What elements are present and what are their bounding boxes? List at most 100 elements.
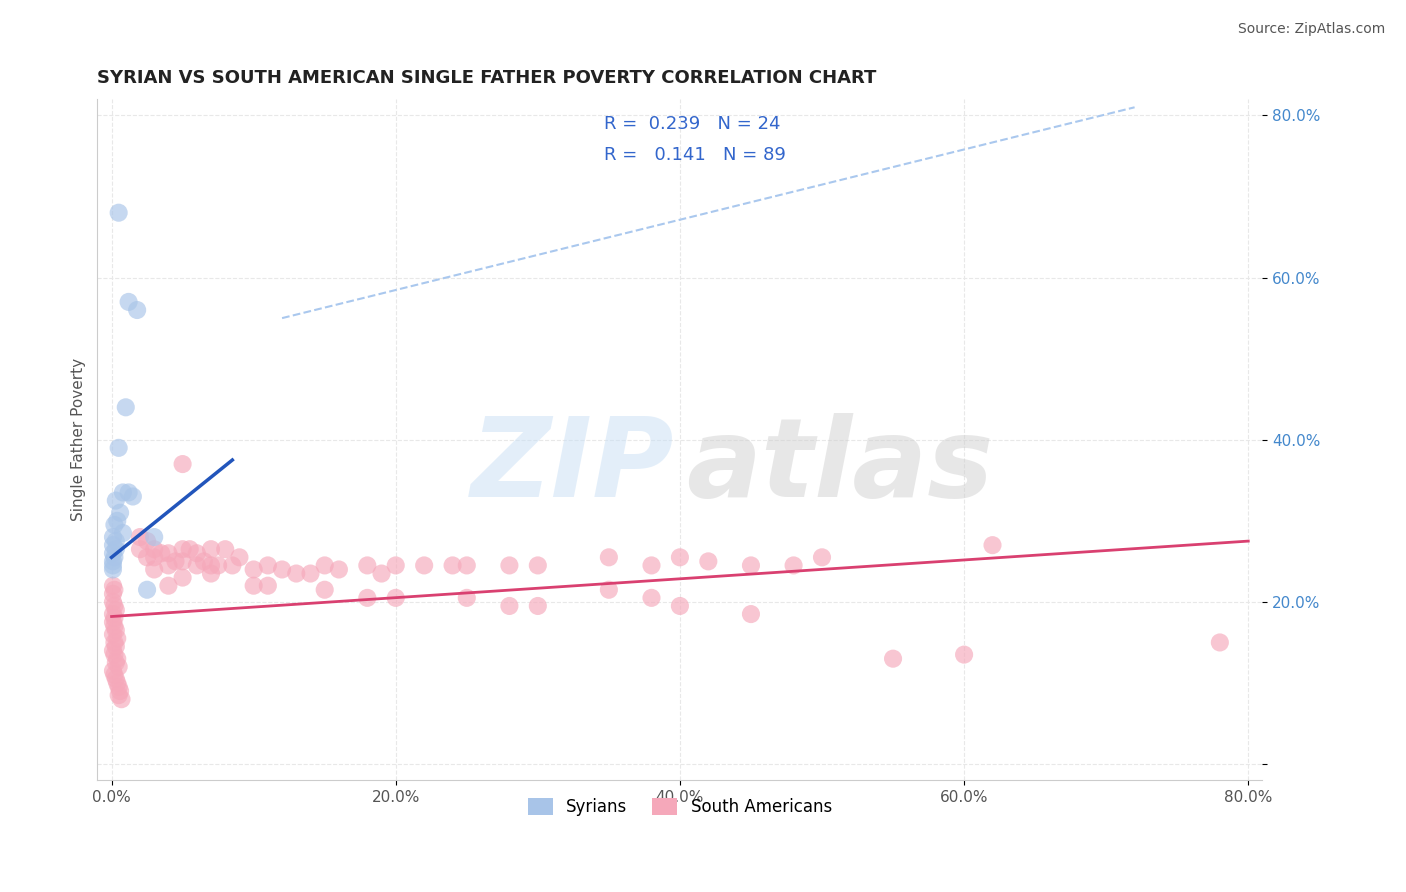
Point <box>129 530 152 544</box>
Point <box>370 566 392 581</box>
Point <box>456 591 478 605</box>
Point <box>981 538 1004 552</box>
Point <box>143 562 166 576</box>
Point <box>598 582 620 597</box>
Point <box>101 530 124 544</box>
Point <box>669 599 692 613</box>
Point <box>214 542 236 557</box>
Point <box>314 558 336 573</box>
Point <box>200 542 222 557</box>
Point <box>101 595 124 609</box>
Point <box>200 558 222 573</box>
Point <box>101 587 124 601</box>
Point <box>105 632 128 646</box>
Y-axis label: Single Father Poverty: Single Father Poverty <box>72 359 86 521</box>
Point <box>299 566 322 581</box>
Point <box>640 558 662 573</box>
Point <box>107 441 129 455</box>
Point <box>108 506 131 520</box>
Point <box>111 526 134 541</box>
Point <box>413 558 436 573</box>
Point <box>101 615 124 630</box>
Point <box>257 558 280 573</box>
Point <box>136 582 159 597</box>
Point <box>107 660 129 674</box>
Point <box>107 688 129 702</box>
Point <box>384 591 406 605</box>
Point <box>104 603 127 617</box>
Point <box>114 401 136 415</box>
Point <box>107 680 129 694</box>
Point <box>136 550 159 565</box>
Point <box>143 542 166 557</box>
Point <box>105 514 128 528</box>
Point <box>101 664 124 678</box>
Point <box>782 558 804 573</box>
Point <box>122 490 145 504</box>
Point <box>527 599 550 613</box>
Point <box>107 205 129 219</box>
Point <box>108 684 131 698</box>
Point <box>103 599 125 613</box>
Point <box>117 485 139 500</box>
Point <box>498 599 520 613</box>
Point <box>103 619 125 633</box>
Point <box>242 579 264 593</box>
Point <box>103 648 125 662</box>
Point <box>186 558 208 573</box>
Point <box>104 624 127 638</box>
Point <box>172 571 194 585</box>
Point <box>165 554 187 568</box>
Point <box>356 558 378 573</box>
Point <box>127 303 149 318</box>
Point <box>104 656 127 670</box>
Point <box>103 517 125 532</box>
Point <box>150 546 173 560</box>
Point <box>740 607 762 621</box>
Point <box>498 558 520 573</box>
Legend: Syrians, South Americans: Syrians, South Americans <box>522 791 838 823</box>
Point <box>101 546 124 560</box>
Point <box>356 591 378 605</box>
Point <box>104 542 127 557</box>
Text: R =  0.239   N = 24: R = 0.239 N = 24 <box>605 115 780 134</box>
Point <box>200 566 222 581</box>
Point <box>117 294 139 309</box>
Point <box>228 550 250 565</box>
Point <box>136 534 159 549</box>
Point <box>221 558 243 573</box>
Point <box>598 550 620 565</box>
Text: R =   0.141   N = 89: R = 0.141 N = 89 <box>605 146 786 164</box>
Point <box>172 457 194 471</box>
Point <box>101 562 124 576</box>
Point <box>101 538 124 552</box>
Point <box>157 579 180 593</box>
Point <box>1209 635 1232 649</box>
Point <box>314 582 336 597</box>
Point <box>103 668 125 682</box>
Point <box>207 558 229 573</box>
Point <box>328 562 350 576</box>
Point <box>104 640 127 654</box>
Point <box>101 579 124 593</box>
Point <box>179 542 201 557</box>
Point <box>103 611 125 625</box>
Point <box>172 554 194 568</box>
Point <box>103 635 125 649</box>
Point <box>157 558 180 573</box>
Point <box>103 582 125 597</box>
Point <box>101 627 124 641</box>
Point <box>104 672 127 686</box>
Point <box>697 554 720 568</box>
Point <box>104 534 127 549</box>
Point <box>242 562 264 576</box>
Point <box>110 692 132 706</box>
Point <box>456 558 478 573</box>
Point <box>101 607 124 621</box>
Point <box>953 648 976 662</box>
Text: SYRIAN VS SOUTH AMERICAN SINGLE FATHER POVERTY CORRELATION CHART: SYRIAN VS SOUTH AMERICAN SINGLE FATHER P… <box>97 69 877 87</box>
Point <box>640 591 662 605</box>
Point <box>101 558 124 573</box>
Point <box>143 550 166 565</box>
Point <box>669 550 692 565</box>
